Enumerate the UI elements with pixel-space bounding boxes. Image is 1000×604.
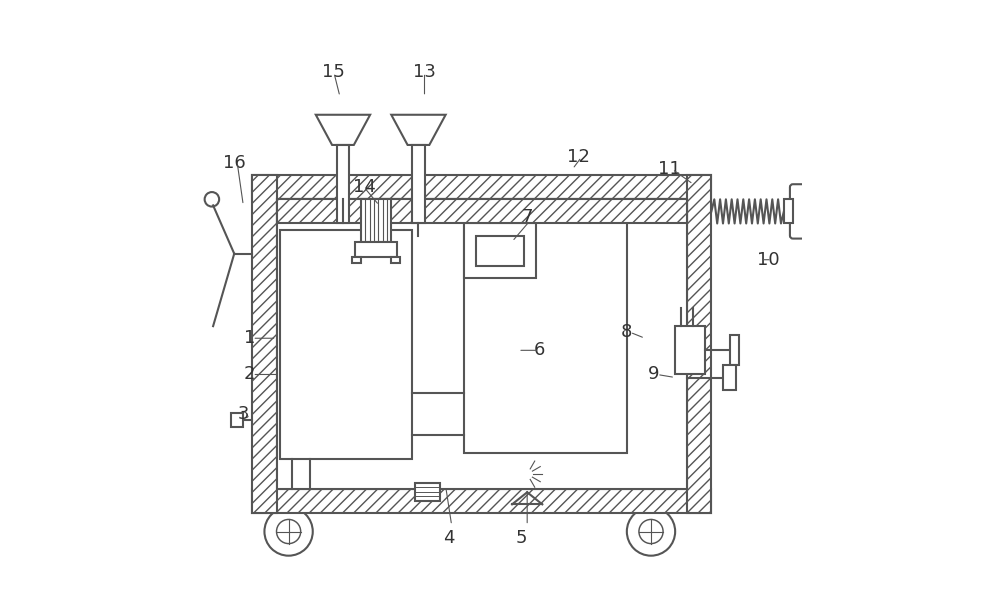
Text: 9: 9	[648, 365, 660, 384]
Circle shape	[843, 202, 850, 209]
Text: 5: 5	[515, 528, 527, 547]
FancyBboxPatch shape	[687, 175, 711, 513]
Circle shape	[627, 507, 675, 556]
Polygon shape	[391, 115, 446, 145]
FancyBboxPatch shape	[352, 257, 361, 263]
Text: 14: 14	[353, 178, 376, 196]
FancyBboxPatch shape	[784, 199, 793, 223]
Circle shape	[843, 187, 850, 194]
Circle shape	[842, 226, 850, 233]
Text: 16: 16	[223, 154, 246, 172]
Text: 7: 7	[521, 208, 533, 226]
Circle shape	[264, 507, 313, 556]
Text: 2: 2	[244, 365, 255, 384]
Circle shape	[510, 457, 544, 491]
Circle shape	[205, 192, 219, 207]
FancyBboxPatch shape	[675, 326, 705, 374]
FancyBboxPatch shape	[231, 413, 243, 427]
FancyBboxPatch shape	[415, 483, 440, 501]
Text: 1: 1	[244, 329, 255, 347]
FancyBboxPatch shape	[252, 489, 711, 513]
FancyBboxPatch shape	[337, 145, 349, 223]
Circle shape	[843, 215, 850, 222]
FancyBboxPatch shape	[361, 199, 391, 242]
FancyBboxPatch shape	[391, 257, 400, 263]
Text: 4: 4	[443, 528, 454, 547]
FancyBboxPatch shape	[277, 199, 687, 223]
Text: 6: 6	[534, 341, 545, 359]
Circle shape	[842, 196, 850, 203]
Text: 10: 10	[757, 251, 780, 269]
Text: 15: 15	[322, 63, 345, 82]
FancyBboxPatch shape	[790, 184, 838, 239]
Text: 8: 8	[621, 323, 633, 341]
FancyBboxPatch shape	[280, 230, 412, 459]
Circle shape	[843, 228, 850, 236]
Circle shape	[421, 462, 464, 504]
FancyBboxPatch shape	[355, 242, 397, 257]
Text: 13: 13	[413, 63, 436, 82]
FancyBboxPatch shape	[464, 223, 536, 278]
Circle shape	[843, 174, 850, 181]
Text: 12: 12	[567, 148, 590, 166]
Text: 3: 3	[238, 405, 249, 423]
Text: 11: 11	[658, 160, 680, 178]
FancyBboxPatch shape	[252, 175, 711, 199]
FancyBboxPatch shape	[476, 236, 524, 266]
FancyBboxPatch shape	[464, 217, 627, 453]
FancyBboxPatch shape	[730, 335, 739, 365]
FancyBboxPatch shape	[723, 365, 736, 390]
Circle shape	[639, 519, 663, 544]
Circle shape	[277, 519, 301, 544]
Circle shape	[843, 201, 850, 208]
FancyBboxPatch shape	[277, 199, 687, 489]
FancyBboxPatch shape	[252, 175, 277, 513]
Polygon shape	[316, 115, 370, 145]
FancyBboxPatch shape	[412, 145, 424, 223]
